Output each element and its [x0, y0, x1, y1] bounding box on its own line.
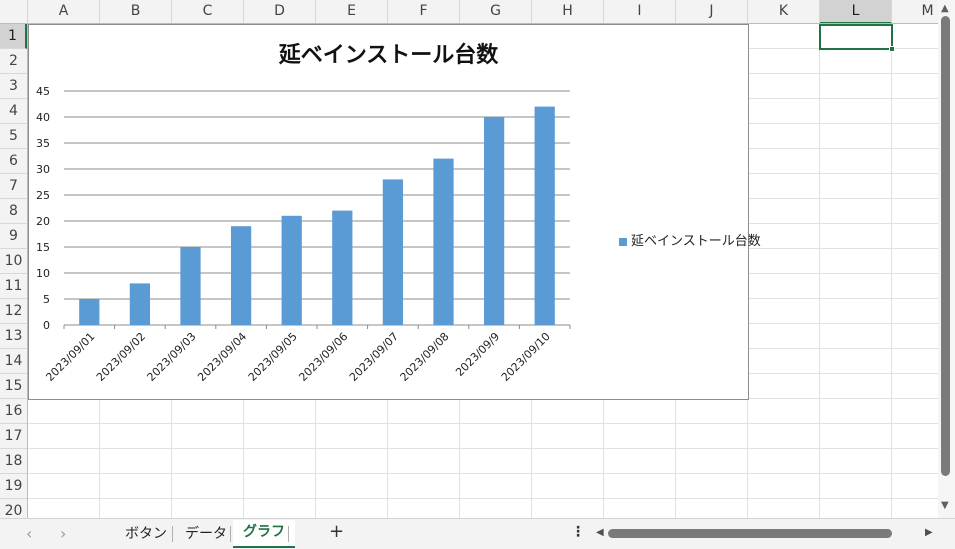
select-all-corner[interactable]: [0, 0, 28, 24]
y-tick-label: 35: [36, 137, 50, 150]
prev-sheet-icon[interactable]: ‹: [26, 524, 33, 543]
column-header-j[interactable]: J: [676, 0, 748, 23]
fill-handle[interactable]: [889, 46, 895, 52]
y-tick-label: 20: [36, 215, 50, 228]
row-header-13[interactable]: 13: [0, 324, 27, 349]
x-tick-label: 2023/09/08: [398, 330, 452, 384]
y-tick-label: 15: [36, 241, 50, 254]
grid-row-line: [28, 448, 938, 449]
x-tick-label: 2023/09/04: [195, 330, 249, 384]
chart-title: 延ベインストール台数: [278, 43, 499, 68]
x-tick-label: 2023/09/10: [499, 330, 553, 384]
row-header-17[interactable]: 17: [0, 424, 27, 449]
legend-swatch: [619, 237, 627, 246]
y-tick-label: 0: [43, 319, 50, 332]
column-header-d[interactable]: D: [244, 0, 316, 23]
x-tick-label: 2023/09/03: [145, 330, 199, 384]
grid-row-line: [28, 473, 938, 474]
bar: [79, 299, 100, 325]
row-header-14[interactable]: 14: [0, 349, 27, 374]
y-tick-label: 30: [36, 163, 50, 176]
bar: [433, 158, 454, 325]
column-header-a[interactable]: A: [28, 0, 100, 23]
x-tick-label: 2023/09/9: [453, 330, 502, 379]
x-tick-label: 2023/09/06: [296, 330, 350, 384]
row-header-6[interactable]: 6: [0, 149, 27, 174]
row-headers: 1 2 3 4 5 6 7 8 9 10 11 12 13 14 15 16 17 18 19 20: [0, 24, 28, 518]
sheet-tab-button[interactable]: ボタン: [125, 526, 167, 542]
row-header-1[interactable]: 1: [0, 24, 27, 49]
grid-column-line: [891, 24, 892, 518]
y-tick-label: 45: [36, 85, 50, 98]
y-tick-label: 5: [43, 293, 50, 306]
bar: [382, 179, 404, 325]
y-tick-label: 40: [36, 111, 50, 124]
row-header-18[interactable]: 18: [0, 449, 27, 474]
scroll-left-arrow-icon[interactable]: ◀: [596, 527, 604, 538]
row-header-8[interactable]: 8: [0, 199, 27, 224]
column-header-l[interactable]: L: [820, 0, 892, 23]
row-header-16[interactable]: 16: [0, 399, 27, 424]
row-header-5[interactable]: 5: [0, 124, 27, 149]
bar: [129, 283, 151, 325]
scroll-up-arrow-icon[interactable]: ▲: [941, 3, 949, 14]
bar: [281, 215, 302, 325]
bar: [180, 247, 201, 325]
active-cell-l1[interactable]: [819, 24, 893, 50]
x-tick-label: 2023/09/01: [43, 330, 97, 384]
column-header-k[interactable]: K: [748, 0, 820, 23]
vertical-scroll-thumb[interactable]: [941, 16, 950, 476]
x-tick-label: 2023/09/02: [94, 330, 148, 384]
chart-plot: 0510152025303540452023/09/012023/09/0220…: [36, 85, 571, 384]
row-header-10[interactable]: 10: [0, 249, 27, 274]
row-header-9[interactable]: 9: [0, 224, 27, 249]
row-header-11[interactable]: 11: [0, 274, 27, 299]
vertical-scrollbar[interactable]: ▲ ▼: [938, 0, 955, 518]
column-header-h[interactable]: H: [532, 0, 604, 23]
legend-label: 延ベインストール台数: [631, 234, 761, 249]
bar: [332, 210, 353, 325]
bar: [230, 226, 252, 325]
sheet-tab-bar: ‹ › ボタン データ グラフ + ⋮ ◀ ▶: [0, 518, 955, 549]
column-header-b[interactable]: B: [100, 0, 172, 23]
row-header-4[interactable]: 4: [0, 99, 27, 124]
column-header-g[interactable]: G: [460, 0, 532, 23]
column-header-m[interactable]: M: [892, 0, 938, 23]
chart-legend: 延ベインストール台数: [619, 230, 761, 249]
y-tick-label: 10: [36, 267, 50, 280]
column-header-e[interactable]: E: [316, 0, 388, 23]
tab-divider: [230, 526, 231, 542]
x-tick-label: 2023/09/07: [347, 330, 401, 384]
grid-column-line: [819, 24, 820, 518]
add-sheet-button[interactable]: +: [329, 521, 345, 542]
row-header-3[interactable]: 3: [0, 74, 27, 99]
row-header-12[interactable]: 12: [0, 299, 27, 324]
sheet-tab-data[interactable]: データ: [185, 526, 227, 542]
row-header-15[interactable]: 15: [0, 374, 27, 399]
sheet-tab-graph[interactable]: グラフ: [233, 520, 295, 548]
grid-row-line: [28, 423, 938, 424]
row-header-20[interactable]: 20: [0, 499, 27, 518]
column-header-i[interactable]: I: [604, 0, 676, 23]
scroll-down-arrow-icon[interactable]: ▼: [941, 500, 949, 511]
bar: [534, 106, 555, 325]
row-header-7[interactable]: 7: [0, 174, 27, 199]
tab-divider: [288, 526, 289, 542]
tab-divider: [172, 526, 173, 542]
x-tick-label: 2023/09/05: [246, 330, 300, 384]
scroll-right-arrow-icon[interactable]: ▶: [925, 527, 933, 538]
bar: [483, 117, 505, 325]
grid-row-line: [28, 498, 938, 499]
bar-chart[interactable]: 延ベインストール台数 0 5 10 15 20 25 30 35 40 45 2023/09/01 2…: [28, 24, 761, 400]
column-header-f[interactable]: F: [388, 0, 460, 23]
next-sheet-icon[interactable]: ›: [60, 524, 67, 543]
column-header-c[interactable]: C: [172, 0, 244, 23]
row-header-19[interactable]: 19: [0, 474, 27, 499]
horizontal-scroll-thumb[interactable]: [608, 529, 892, 538]
more-options-icon[interactable]: ⋮: [571, 524, 585, 540]
y-tick-label: 25: [36, 189, 50, 202]
row-header-2[interactable]: 2: [0, 49, 27, 74]
